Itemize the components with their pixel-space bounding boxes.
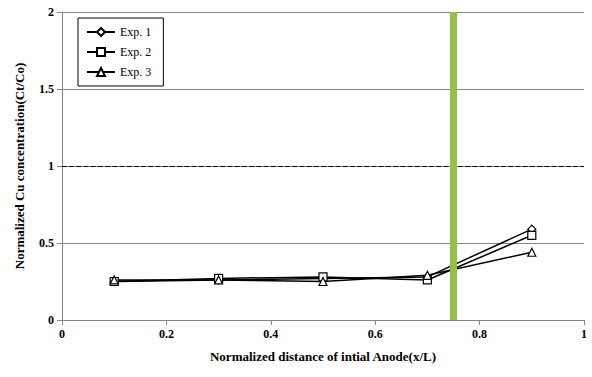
svg-text:0: 0 (48, 313, 54, 327)
svg-text:0: 0 (59, 327, 65, 341)
svg-text:0.8: 0.8 (472, 327, 487, 341)
svg-text:1: 1 (48, 159, 54, 173)
svg-text:1: 1 (581, 327, 587, 341)
svg-text:0.4: 0.4 (263, 327, 278, 341)
svg-text:0.5: 0.5 (39, 236, 54, 250)
svg-text:0.2: 0.2 (159, 327, 174, 341)
svg-text:Exp. 3: Exp. 3 (120, 65, 151, 79)
svg-text:Exp. 1: Exp. 1 (120, 25, 151, 39)
svg-text:Exp. 2: Exp. 2 (120, 45, 151, 59)
svg-text:1.5: 1.5 (39, 82, 54, 96)
svg-text:2: 2 (48, 5, 54, 19)
svg-text:Normalized Cu concentration(Ct: Normalized Cu concentration(Ct/Co) (12, 63, 27, 270)
svg-text:0.6: 0.6 (368, 327, 383, 341)
svg-text:Normalized distance of intial: Normalized distance of intial Anode(x/L) (210, 349, 436, 364)
